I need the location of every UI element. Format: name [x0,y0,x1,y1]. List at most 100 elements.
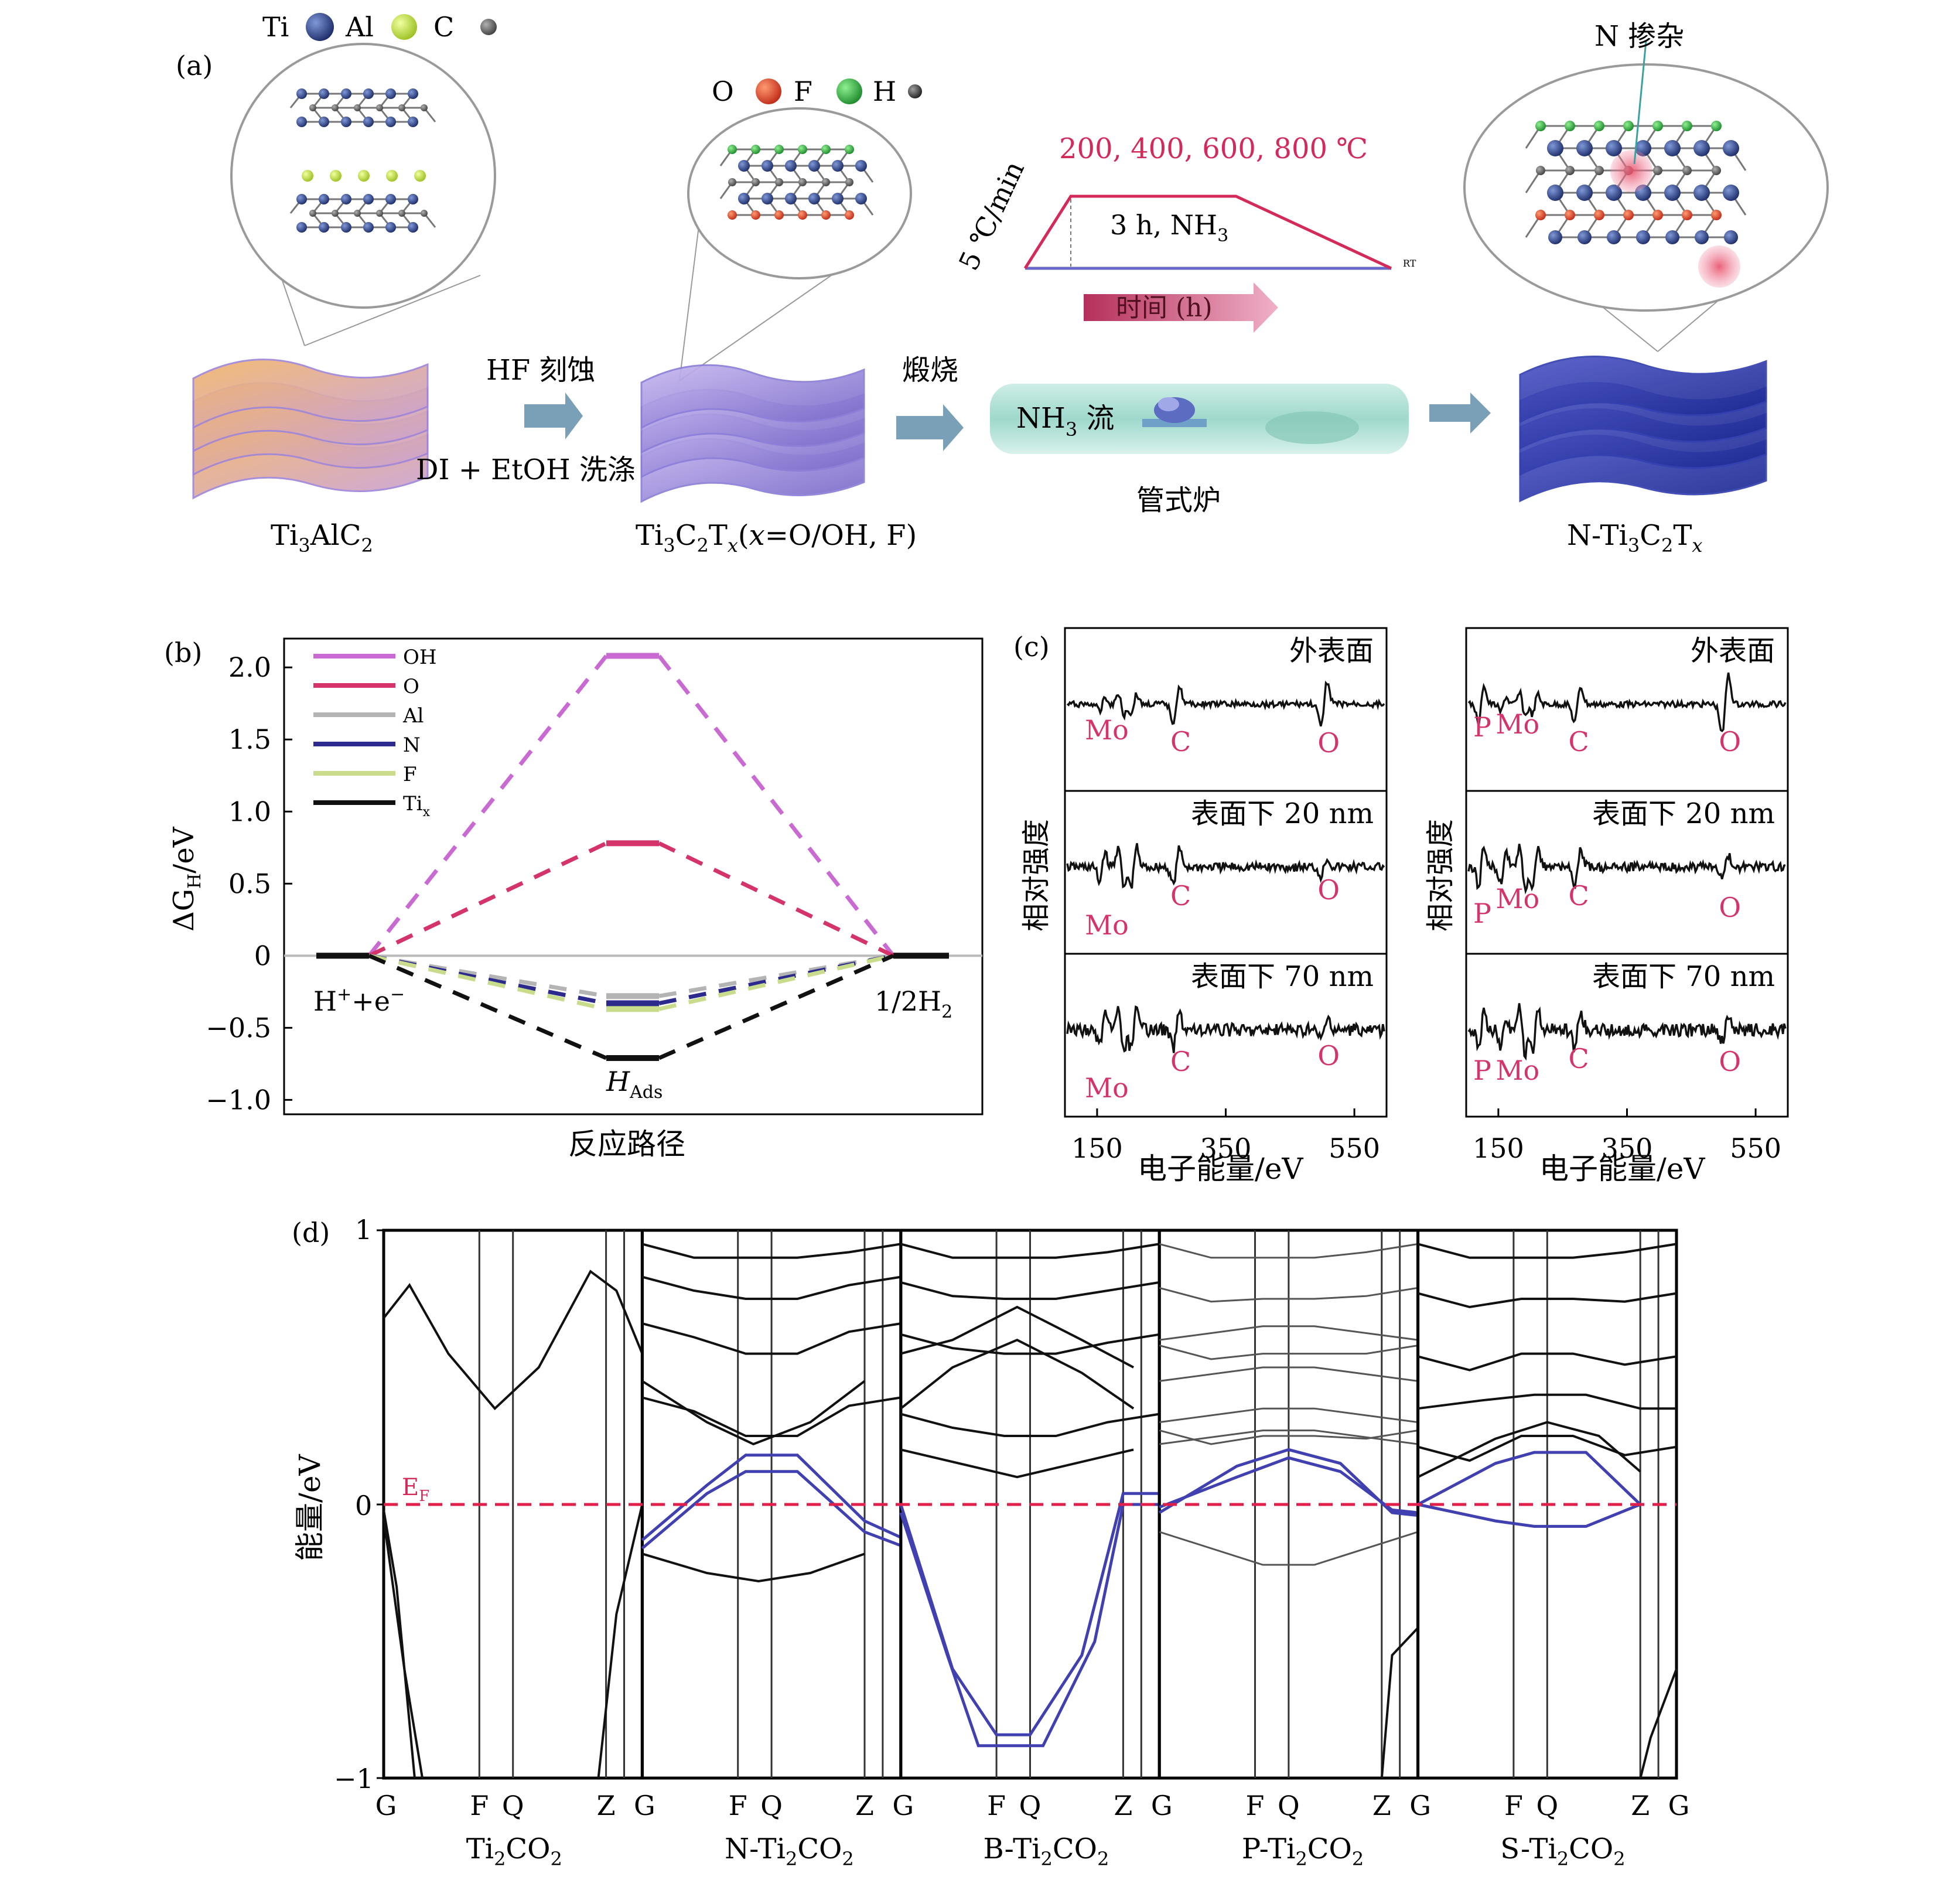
k-point-label: Z [1631,1790,1650,1821]
band-line [1159,1531,1419,1566]
legend-h-label: H [873,76,896,107]
band-line [900,1243,1160,1259]
band-line [383,1270,644,1411]
k-point-label: Z [1114,1790,1132,1821]
aes-spectrum-line [1066,843,1385,889]
k-point-label: Q [502,1790,524,1821]
k-point-label: Q [1278,1790,1300,1821]
k-point-label: G [1151,1790,1173,1821]
band-line [1639,1669,1678,1779]
aes-peak-label: O [1719,726,1741,758]
y-bottom-tick-label: −1 [334,1763,374,1794]
k-point-label: G [634,1790,655,1821]
k-point-label: G [892,1790,914,1821]
c-atom-icon [480,19,497,35]
legend-label: Al [402,704,424,728]
series-f-rise [368,953,607,1011]
legend-label: OH [403,646,437,669]
panel-a: (a) Ti Al C O F H [176,11,1829,557]
band-line [1159,1325,1418,1341]
k-point-label: Q [1536,1790,1558,1821]
band-line [1159,1287,1418,1303]
band-line [1417,1421,1641,1478]
aes-peak-label: O [1317,874,1340,906]
series-oh-rise [367,654,608,957]
panel-d-label: (d) [292,1217,330,1248]
k-point-label: F [470,1790,489,1821]
band-line [1418,1503,1641,1528]
material-label: N-Ti2CO2 [725,1833,854,1870]
rt-label: RT [1403,258,1416,269]
aes-peak-label: Mo [1495,883,1539,915]
aes-peak-label: Mo [1495,708,1539,740]
start-state-label: H++e− [313,984,405,1017]
plot-b-series [316,653,949,1062]
fermi-level-label: EF [402,1474,429,1505]
n-ti3c2tx-sheets-icon [1519,355,1767,503]
temperatures-label: 200, 400, 600, 800 ℃ [1059,132,1368,165]
band-line [1159,1429,1418,1445]
aes-right-x-label: 电子能量/eV [1539,1152,1705,1186]
aes-peak-label: C [1170,726,1191,758]
aes-depth-title: 表面下 20 nm [1191,797,1374,830]
band-line [1159,1345,1418,1360]
atom-legend-top: Ti Al C [262,11,497,43]
legend-label: Tix [403,792,431,820]
aes-peak-label: C [1569,726,1589,758]
aes-peak-label: C [1170,880,1191,912]
k-point-label: Q [1019,1790,1042,1821]
material-label: S-Ti2CO2 [1500,1833,1625,1870]
aes-x-tick-label: 150 [1071,1132,1123,1164]
y-tick-label: −1.0 [206,1084,271,1115]
legend-label: N [403,733,421,757]
aes-spectrum-line [1066,1005,1385,1053]
aes-left-x-label: 电子能量/eV [1138,1152,1303,1186]
time-arrow-icon [1084,282,1278,333]
y-zero-tick-label: 0 [355,1490,372,1521]
aes-spectrum-line [1467,672,1787,732]
ti3alc2-structure-zoom [230,43,496,346]
band-line [900,1281,1160,1300]
aes-depth-title: 外表面 [1289,634,1374,667]
time-label: 时间 (h) [1116,293,1213,323]
atom-legend-mid: O F H [712,76,922,107]
aes-depth-title: 表面下 70 nm [1592,960,1775,993]
aes-x-tick-label: 350 [1200,1132,1252,1164]
aes-peak-label: Mo [1085,1072,1129,1104]
hf-etch-label: HF 刻蚀 [486,354,595,387]
end-state-label: 1/2H2 [875,985,952,1022]
f-atom-icon [836,79,862,104]
series-f-fall [658,953,894,1011]
aes-depth-title: 外表面 [1691,634,1775,667]
adsorbed-state-label: HAds [606,1066,663,1103]
plot-b-y-axis: −1.0 −0.5 0 0.5 1.0 1.5 2.0 [206,651,982,1115]
ti3alc2-sheets-icon [192,359,429,500]
aes-peak-label: C [1569,1043,1589,1074]
band-line [1159,1366,1418,1382]
y-tick-label: 1.0 [228,796,271,827]
aes-peak-label: C [1170,1046,1191,1077]
k-point-label: F [987,1790,1006,1821]
band-line [1418,1292,1677,1309]
aes-x-tick-label: 350 [1602,1132,1653,1164]
band-line [1158,1448,1418,1517]
aes-peak-label: O [1317,1040,1340,1072]
heating-rate-label: 5 ℃/min [952,156,1030,275]
band-line [383,1518,424,1779]
legend-ti-label: Ti [262,11,289,43]
aes-left-y-label: 相对强度 [1020,819,1053,932]
aes-depth-title: 表面下 20 nm [1592,797,1775,830]
y-tick-label: 1.5 [228,724,271,755]
aes-spectrum-line [1467,844,1786,895]
band-line [1159,1456,1418,1514]
step3-arrow-icon [1429,393,1491,434]
band-line [900,1338,1135,1410]
panel-c-label: (c) [1013,631,1050,663]
band-line [383,1510,416,1779]
band-line [1418,1393,1676,1410]
k-point-label: G [1409,1790,1431,1821]
ti3c2tx-structure-zoom [679,107,912,381]
ti3c2tx-lattice-icon [719,145,874,220]
